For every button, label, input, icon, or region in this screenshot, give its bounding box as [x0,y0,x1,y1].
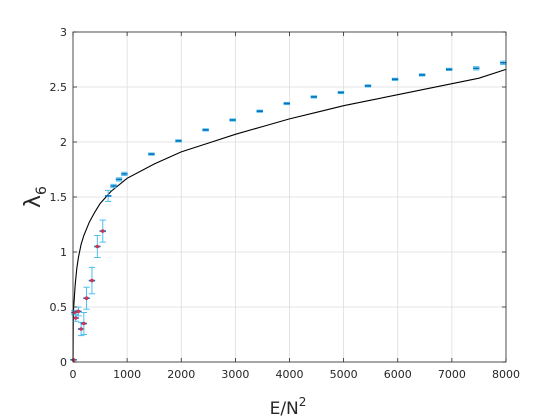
fit-curve-layer [72,68,507,363]
y-tick-label: 2.5 [50,81,68,94]
data-point [364,84,372,88]
data-point [175,139,182,143]
point-highlight [95,244,100,249]
axis-ticks: 0 1000 2000 3000 4000 5000 6000 7000 8000 0 0.5 1 1.… [50,26,521,381]
point-highlight [71,358,76,362]
data-point [83,286,90,310]
data-point [310,95,318,99]
data-point [337,90,345,95]
data-points-layer [70,60,507,362]
y-tick-label: 0.5 [50,301,68,314]
x-tick-label: 7000 [438,368,466,381]
data-point [88,266,96,295]
data-point [500,60,507,65]
data-point [115,177,123,182]
data-point [202,128,209,132]
x-tick-label: 4000 [276,368,304,381]
x-tick-label: 3000 [221,368,249,381]
x-tick-label: 6000 [384,368,412,381]
y-axis-label-main: λ [21,195,46,208]
y-tick-label: 1 [60,246,67,259]
data-point [418,73,426,77]
y-tick-label: 0 [60,356,67,369]
x-tick-label: 5000 [330,368,358,381]
x-tick-label: 2000 [167,368,195,381]
data-point [80,312,88,335]
point-highlight [79,327,83,331]
data-point [391,77,399,81]
y-axis-label: λ6 [21,186,50,208]
y-tick-label: 2 [60,136,67,149]
data-point [229,118,236,122]
data-point [99,219,106,243]
data-point [148,152,155,156]
point-highlight [100,229,105,233]
data-point [473,66,480,71]
point-highlight [82,321,86,326]
x-tick-label: 1000 [113,368,141,381]
x-axis-label-main: E/N [270,399,299,419]
x-tick-label: 0 [70,368,77,381]
x-axis-label: E/N2 [270,395,307,419]
point-highlight [84,296,89,301]
point-highlight [73,316,78,320]
x-axis-label-superscript: 2 [299,395,307,409]
data-point [77,321,85,337]
y-axis-label-subscript: 6 [34,186,50,195]
fit-curve [72,68,507,363]
point-highlight [76,309,81,314]
data-point [121,171,128,177]
data-point [94,235,101,258]
y-tick-label: 1.5 [50,191,68,204]
data-point [110,183,117,189]
y-tick-label: 3 [60,26,67,39]
data-point [104,189,112,202]
point-highlight [90,278,94,283]
data-point [445,67,453,71]
data-point [283,101,290,106]
data-point [256,109,263,113]
x-tick-label: 8000 [492,368,520,381]
